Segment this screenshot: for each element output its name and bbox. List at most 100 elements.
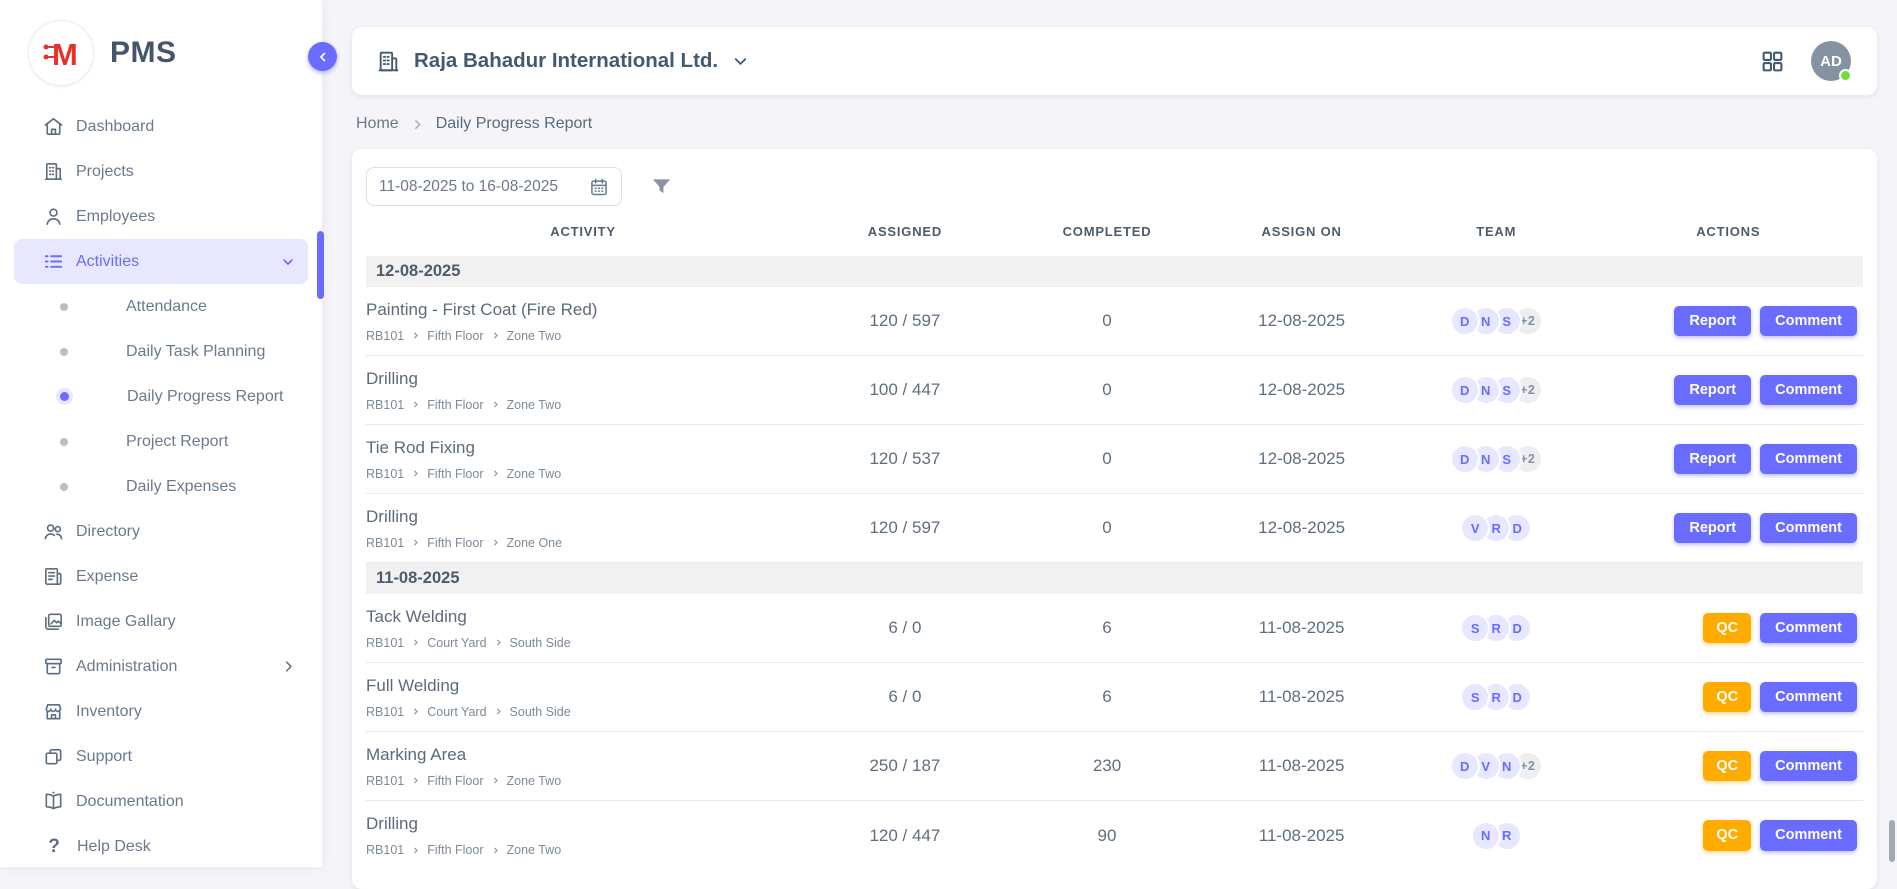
qc-button[interactable]: QC — [1703, 613, 1751, 644]
sidebar-subitem-label: Attendance — [126, 298, 207, 316]
report-button[interactable]: Report — [1674, 306, 1751, 337]
assign-on-value: 11-08-2025 — [1204, 618, 1399, 638]
sidebar-item-directory[interactable]: Directory — [14, 509, 308, 554]
comment-button[interactable]: Comment — [1760, 513, 1857, 544]
path-segment: Zone Two — [507, 843, 562, 857]
bullet-icon — [60, 483, 68, 491]
date-group-header: 12-08-2025 — [366, 256, 1863, 287]
grid-icon[interactable] — [1760, 49, 1785, 74]
activity-path: RB101 Court Yard South Side — [366, 636, 800, 650]
chevron-right-icon — [411, 846, 420, 855]
report-button[interactable]: Report — [1674, 444, 1751, 475]
sidebar-item-label: Image Gallary — [76, 613, 176, 631]
sidebar-item-expense[interactable]: Expense — [14, 554, 308, 599]
completed-value: 0 — [1010, 518, 1205, 538]
sidebar-collapse-button[interactable] — [308, 42, 337, 71]
sidebar-item-activities[interactable]: Activities — [14, 239, 308, 284]
page-scrollbar-thumb[interactable] — [1889, 820, 1895, 862]
company-selector[interactable]: Raja Bahadur International Ltd. — [376, 49, 750, 74]
chevron-down-icon — [280, 254, 296, 270]
team-avatars: D N S +2 — [1399, 375, 1594, 405]
sidebar-item-dashboard[interactable]: Dashboard — [14, 104, 308, 149]
table-row: Drilling RB101 Fifth Floor Zone Two 100 … — [366, 356, 1863, 425]
chevron-right-icon — [411, 400, 420, 409]
comment-button[interactable]: Comment — [1760, 375, 1857, 406]
column-header-actions: ACTIONS — [1594, 224, 1863, 239]
activity-path: RB101 Fifth Floor Zone Two — [366, 467, 800, 481]
sidebar-item-label: Expense — [76, 568, 138, 586]
row-actions: Report Comment — [1594, 306, 1863, 337]
header-actions: AD — [1760, 41, 1851, 81]
report-button[interactable]: Report — [1674, 375, 1751, 406]
online-status-dot — [1839, 69, 1852, 82]
assigned-value: 6 / 0 — [800, 687, 1010, 707]
funnel-icon[interactable] — [650, 175, 673, 198]
sidebar: M PMS Dashboard Projects Employees Activ… — [0, 0, 322, 867]
chevron-right-icon — [281, 659, 296, 674]
row-actions: QC Comment — [1594, 820, 1863, 851]
comment-button[interactable]: Comment — [1760, 613, 1857, 644]
calendar-icon — [589, 177, 609, 197]
sidebar-item-administration[interactable]: Administration — [14, 644, 308, 689]
receipt-icon — [42, 565, 65, 588]
sidebar-item-help-desk[interactable]: ? Help Desk — [14, 824, 308, 869]
sidebar-subitem-daily-task-planning[interactable]: Daily Task Planning — [14, 329, 308, 374]
activity-path: RB101 Fifth Floor Zone Two — [366, 774, 800, 788]
chevron-right-icon — [494, 638, 503, 647]
sidebar-subitem-daily-progress-report[interactable]: Daily Progress Report — [14, 374, 308, 419]
main-area: Raja Bahadur International Ltd. AD Home … — [322, 0, 1897, 889]
sidebar-item-projects[interactable]: Projects — [14, 149, 308, 194]
sidebar-subitem-daily-expenses[interactable]: Daily Expenses — [14, 464, 308, 509]
path-segment: RB101 — [366, 329, 404, 343]
row-actions: Report Comment — [1594, 513, 1863, 544]
sidebar-subitem-attendance[interactable]: Attendance — [14, 284, 308, 329]
row-actions: Report Comment — [1594, 375, 1863, 406]
qc-button[interactable]: QC — [1703, 820, 1751, 851]
sidebar-item-documentation[interactable]: Documentation — [14, 779, 308, 824]
completed-value: 90 — [1010, 826, 1205, 846]
bullet-icon — [60, 392, 69, 401]
report-button[interactable]: Report — [1674, 513, 1751, 544]
comment-button[interactable]: Comment — [1760, 751, 1857, 782]
comment-button[interactable]: Comment — [1760, 820, 1857, 851]
activity-title: Tack Welding — [366, 607, 800, 627]
users-icon — [42, 520, 65, 543]
image-icon — [42, 610, 65, 633]
chevron-left-icon — [316, 50, 330, 64]
column-header-completed: COMPLETED — [1010, 224, 1205, 239]
sidebar-item-employees[interactable]: Employees — [14, 194, 308, 239]
sidebar-item-inventory[interactable]: Inventory — [14, 689, 308, 734]
assigned-value: 250 / 187 — [800, 756, 1010, 776]
app-logo[interactable]: M PMS — [0, 0, 322, 96]
activity-title: Full Welding — [366, 676, 800, 696]
path-segment: Zone Two — [507, 329, 562, 343]
activity-cell: Tie Rod Fixing RB101 Fifth Floor Zone Tw… — [366, 438, 800, 481]
comment-button[interactable]: Comment — [1760, 306, 1857, 337]
bullet-icon — [60, 438, 68, 446]
assigned-value: 6 / 0 — [800, 618, 1010, 638]
path-segment: Fifth Floor — [427, 398, 483, 412]
path-segment: Fifth Floor — [427, 774, 483, 788]
sidebar-item-image-gallery[interactable]: Image Gallary — [14, 599, 308, 644]
sidebar-item-label: Documentation — [76, 793, 184, 811]
row-actions: QC Comment — [1594, 682, 1863, 713]
user-avatar[interactable]: AD — [1811, 41, 1851, 81]
sidebar-item-support[interactable]: Support — [14, 734, 308, 779]
qc-button[interactable]: QC — [1703, 751, 1751, 782]
sidebar-subitem-project-report[interactable]: Project Report — [14, 419, 308, 464]
breadcrumb-home[interactable]: Home — [356, 115, 399, 133]
assigned-value: 120 / 597 — [800, 518, 1010, 538]
chevron-right-icon — [491, 400, 500, 409]
path-segment: Zone One — [507, 536, 563, 550]
qc-button[interactable]: QC — [1703, 682, 1751, 713]
path-segment: Court Yard — [427, 705, 486, 719]
comment-button[interactable]: Comment — [1760, 682, 1857, 713]
comment-button[interactable]: Comment — [1760, 444, 1857, 475]
team-avatar: N — [1471, 821, 1501, 851]
chevron-right-icon — [491, 776, 500, 785]
activity-path: RB101 Court Yard South Side — [366, 705, 800, 719]
team-avatars: S R D — [1399, 682, 1594, 712]
date-range-input[interactable]: 11-08-2025 to 16-08-2025 — [366, 167, 622, 206]
completed-value: 6 — [1010, 687, 1205, 707]
path-segment: RB101 — [366, 636, 404, 650]
